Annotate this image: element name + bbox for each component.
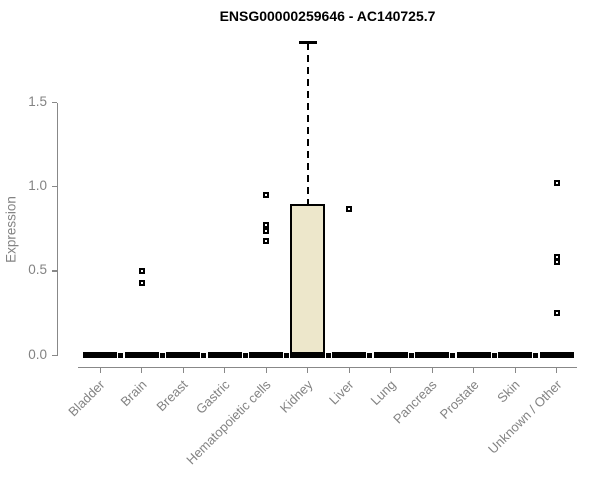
x-axis-tick <box>265 368 267 373</box>
zero-median-bar <box>83 351 117 359</box>
zero-median-bar <box>373 351 408 359</box>
boxplot-box <box>290 203 325 355</box>
outlier-point <box>346 205 352 212</box>
chart-title: ENSG00000259646 - AC140725.7 <box>219 8 436 24</box>
zero-median-bar <box>249 351 283 359</box>
zero-median-bar <box>415 351 449 359</box>
y-tick-label: 1.5 <box>28 94 47 110</box>
zero-line-dot <box>408 352 414 358</box>
upper-whisker <box>306 43 309 204</box>
y-axis-tick <box>52 186 57 188</box>
zero-line-dot <box>533 352 539 358</box>
x-axis-tick <box>556 368 558 373</box>
zero-line-dot <box>242 352 248 358</box>
zero-line-dot <box>325 352 331 358</box>
zero-line-dot <box>491 352 497 358</box>
outlier-point <box>553 254 560 261</box>
zero-line-dot <box>201 352 207 358</box>
median-bar <box>290 351 325 359</box>
zero-line-dot <box>159 352 165 358</box>
zero-line-dot <box>450 352 456 358</box>
y-tick-label: 1.0 <box>28 178 47 194</box>
x-axis-line <box>78 367 577 368</box>
zero-line-dot <box>367 352 373 358</box>
upper-whisker-cap <box>298 40 317 44</box>
y-axis-tick <box>52 354 57 356</box>
zero-line-dot <box>118 352 124 358</box>
zero-median-bar <box>207 351 242 359</box>
outlier-point <box>263 222 269 229</box>
x-axis-tick <box>182 368 184 373</box>
x-axis-tick <box>348 368 350 373</box>
x-axis-tick <box>224 368 226 373</box>
zero-median-bar <box>166 351 200 359</box>
zero-median-bar <box>332 351 366 359</box>
outlier-point <box>553 180 560 187</box>
y-tick-label: 0.5 <box>28 262 47 278</box>
outlier-point <box>553 309 560 316</box>
outlier-point <box>263 192 269 199</box>
outlier-point <box>263 227 269 234</box>
outlier-point <box>263 237 269 244</box>
x-axis-tick <box>473 368 475 373</box>
x-axis-tick <box>514 368 516 373</box>
y-tick-label: 0.0 <box>28 346 47 362</box>
y-axis-line <box>57 102 58 356</box>
y-axis-tick <box>52 102 57 104</box>
x-axis-tick <box>307 368 309 373</box>
outlier-point <box>138 267 145 274</box>
x-axis-tick <box>141 368 143 373</box>
outlier-point <box>138 279 145 286</box>
zero-median-bar <box>539 351 574 359</box>
x-axis-tick <box>99 368 101 373</box>
outlier-point <box>553 259 560 266</box>
zero-line-dot <box>284 352 290 358</box>
zero-median-bar <box>124 351 159 359</box>
x-axis-tick <box>431 368 433 373</box>
zero-median-bar <box>498 351 532 359</box>
y-axis-tick <box>52 270 57 272</box>
zero-median-bar <box>456 351 491 359</box>
x-axis-tick <box>390 368 392 373</box>
